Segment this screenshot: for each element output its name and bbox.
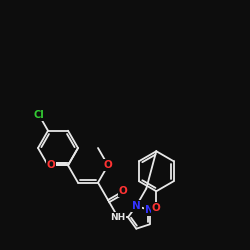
- Text: O: O: [152, 203, 161, 213]
- Text: N: N: [145, 205, 154, 215]
- Text: N: N: [132, 201, 141, 211]
- Text: NH: NH: [110, 213, 126, 222]
- Text: O: O: [46, 160, 56, 170]
- Text: Cl: Cl: [34, 110, 44, 120]
- Text: O: O: [118, 186, 127, 196]
- Text: O: O: [104, 160, 112, 170]
